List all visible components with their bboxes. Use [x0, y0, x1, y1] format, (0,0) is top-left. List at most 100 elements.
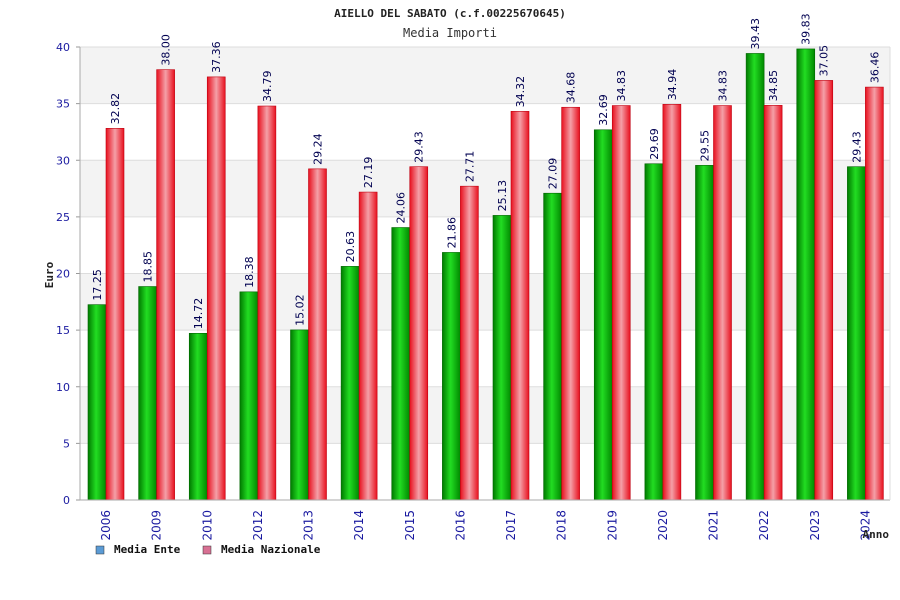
x-tick-label: 2020 [656, 510, 670, 541]
x-tick-label: 2018 [555, 510, 569, 541]
y-tick-label: 0 [63, 494, 70, 507]
bar-media-nazionale [510, 111, 530, 501]
legend-swatch-nazionale [202, 545, 212, 555]
data-label: 17.25 [91, 269, 104, 301]
bar-media-nazionale [257, 105, 277, 501]
data-label: 18.38 [243, 256, 256, 288]
y-tick-label: 40 [56, 41, 70, 54]
data-label: 24.06 [395, 192, 408, 224]
x-tick-label: 2024 [858, 510, 872, 541]
bar-media-ente [87, 304, 107, 501]
x-tick-label: 2019 [605, 510, 619, 541]
bar-media-nazionale [308, 168, 327, 501]
data-label: 37.36 [210, 41, 223, 73]
bar-media-nazionale [105, 128, 125, 501]
data-label: 29.43 [413, 131, 426, 163]
x-tick-label: 2015 [403, 510, 417, 541]
bar-media-ente [138, 286, 157, 501]
y-tick-label: 15 [56, 324, 70, 337]
data-label: 29.43 [850, 131, 863, 163]
data-label: 34.94 [666, 69, 679, 101]
bar-media-ente [340, 266, 360, 501]
data-label: 37.05 [818, 45, 831, 77]
x-tick-label: 2023 [808, 510, 822, 541]
data-label: 27.71 [463, 151, 476, 183]
axes: 0 5 10 15 20 25 30 35 40 2006 2009 2010 2012 2013 2014… [56, 41, 891, 541]
data-label: 20.63 [344, 231, 357, 263]
bar-media-ente [543, 192, 562, 501]
data-label: 27.19 [362, 157, 375, 189]
data-label: 27.09 [547, 158, 560, 190]
bar-media-ente [442, 252, 461, 501]
bar-media-nazionale [156, 69, 175, 501]
data-label: 39.43 [749, 18, 762, 50]
data-label: 36.46 [868, 52, 881, 84]
data-label: 39.83 [800, 13, 813, 45]
x-axis-label: Anno [863, 528, 890, 541]
chart-subtitle: Media Importi [403, 26, 497, 40]
data-label: 34.32 [514, 76, 527, 108]
data-label: 25.13 [496, 180, 509, 212]
y-tick-label: 10 [56, 381, 70, 394]
x-tick-label: 2013 [302, 510, 316, 541]
bar-media-nazionale [713, 105, 732, 501]
bar-media-nazionale [611, 105, 631, 501]
bar-media-nazionale [814, 80, 834, 501]
bar-media-nazionale [460, 185, 479, 501]
legend-label-nazionale: Media Nazionale [221, 543, 321, 556]
x-tick-label: 2006 [99, 510, 113, 541]
x-tick-label: 2017 [504, 510, 518, 541]
bar-marks [87, 48, 884, 501]
y-tick-label: 30 [56, 154, 70, 167]
data-labels: 17.25 32.82 18.85 38.00 14.72 37.36 18.38 34.79… [91, 13, 881, 329]
x-tick-label: 2014 [352, 510, 366, 541]
bar-media-ente [290, 329, 309, 501]
data-label: 18.85 [142, 251, 155, 283]
data-label: 15.02 [294, 294, 307, 326]
bar-media-ente [796, 48, 816, 501]
bar-media-ente [847, 166, 866, 501]
legend-swatch-ente [95, 545, 105, 555]
x-tick-label: 2021 [707, 510, 721, 541]
data-label: 21.86 [445, 217, 458, 249]
legend-label-ente: Media Ente [114, 543, 181, 556]
bar-media-nazionale [358, 191, 378, 501]
bar-media-nazionale [561, 106, 580, 501]
legend: Media Ente Media Nazionale [95, 543, 321, 556]
x-tick-label: 2009 [150, 510, 164, 541]
data-label: 34.79 [261, 71, 274, 103]
x-tick-label: 2022 [757, 510, 771, 541]
x-tick-label: 2012 [251, 510, 265, 541]
y-tick-label: 5 [63, 437, 70, 450]
data-label: 32.82 [109, 93, 122, 125]
bar-media-ente [593, 129, 613, 501]
chart-title: AIELLO DEL SABATO (c.f.00225670645) [334, 7, 566, 20]
data-label: 14.72 [192, 298, 205, 330]
data-label: 34.83 [717, 70, 730, 102]
y-tick-label: 35 [56, 98, 70, 111]
bar-media-ente [391, 227, 411, 501]
bar-media-nazionale [763, 105, 783, 501]
bar-media-ente [695, 165, 714, 501]
y-axis-label: Euro [43, 261, 56, 288]
data-label: 29.24 [312, 133, 325, 165]
y-tick-label: 25 [56, 211, 70, 224]
data-label: 29.55 [699, 130, 712, 162]
data-label: 29.69 [648, 128, 661, 160]
bar-media-ente [239, 291, 259, 501]
data-label: 38.00 [160, 34, 173, 66]
bar-media-ente [492, 215, 512, 501]
bar-media-ente [745, 53, 765, 501]
x-tick-label: 2016 [453, 510, 467, 541]
bar-media-nazionale [662, 104, 682, 501]
bar-media-ente [644, 163, 664, 501]
data-label: 34.83 [615, 70, 628, 102]
x-tick-label: 2010 [200, 510, 214, 541]
bar-media-nazionale [865, 86, 884, 501]
data-label: 32.69 [597, 94, 610, 126]
data-label: 34.68 [565, 72, 578, 104]
y-tick-label: 20 [56, 268, 70, 281]
bar-media-nazionale [206, 76, 226, 501]
bar-media-ente [188, 332, 208, 501]
